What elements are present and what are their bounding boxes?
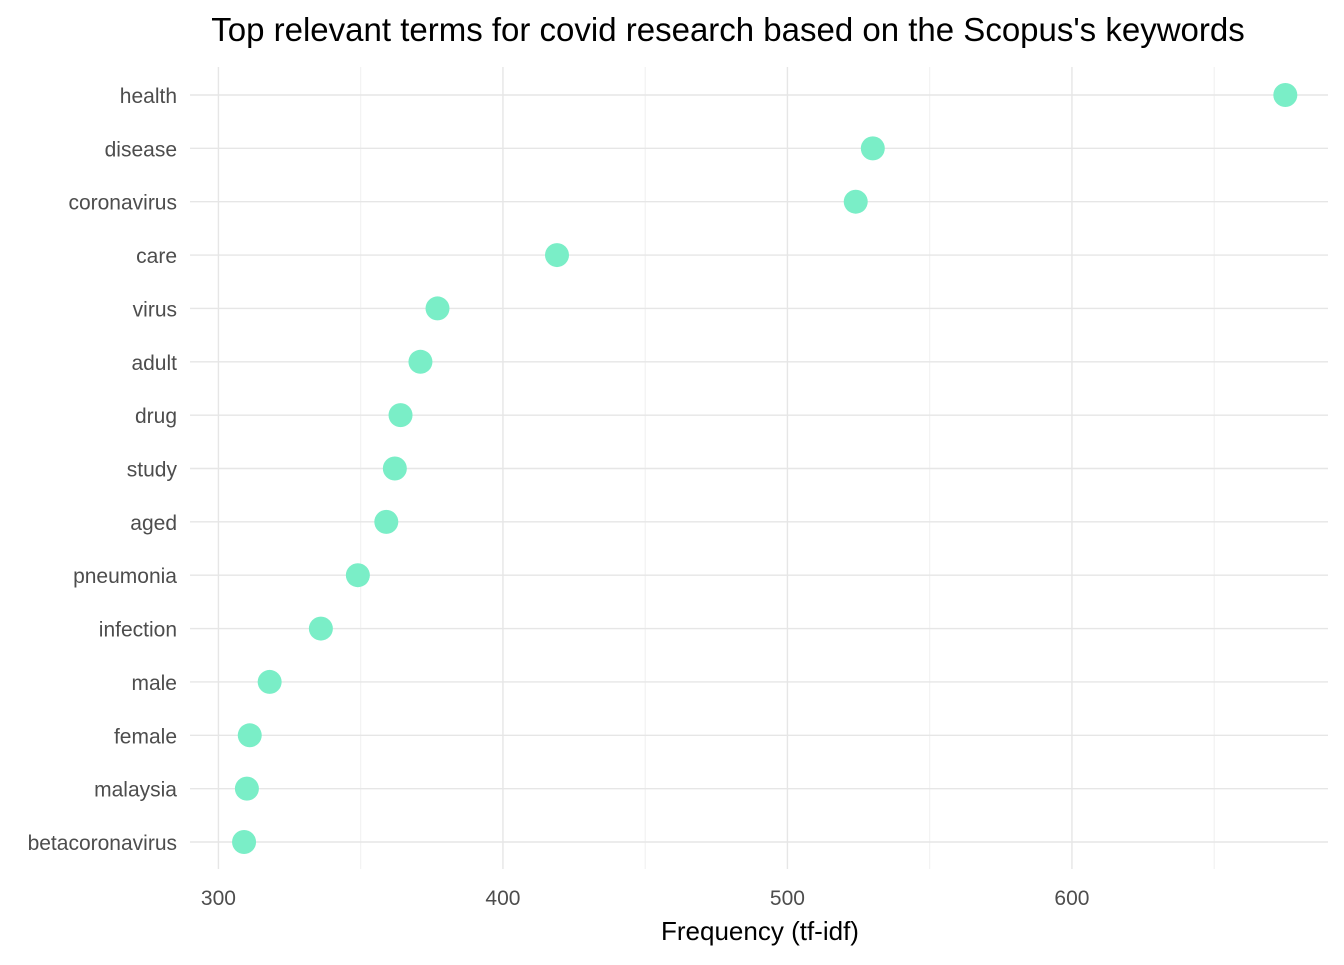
y-tick-label: betacoronavirus xyxy=(28,832,177,855)
y-tick-label: male xyxy=(131,672,177,695)
y-tick-label: coronavirus xyxy=(68,192,177,215)
y-tick-label: adult xyxy=(131,352,177,375)
data-point xyxy=(1273,83,1298,107)
chart-title: Top relevant terms for covid research ba… xyxy=(211,11,1244,48)
data-point xyxy=(308,616,333,641)
y-tick-label: care xyxy=(136,245,177,268)
gridlines xyxy=(190,67,1328,869)
x-axis-title: Frequency (tf-idf) xyxy=(661,916,859,946)
y-tick-label: health xyxy=(120,85,177,108)
y-tick-label: drug xyxy=(135,405,177,428)
y-tick-label: virus xyxy=(133,298,177,321)
data-point xyxy=(232,830,257,854)
data-point xyxy=(545,243,570,268)
y-tick-label: infection xyxy=(99,619,177,642)
x-axis-tick-labels: 300 400 500 600 xyxy=(201,887,1090,910)
data-points xyxy=(232,83,1298,854)
y-tick-label: female xyxy=(114,725,177,748)
y-tick-label: aged xyxy=(130,512,177,535)
x-tick-label: 600 xyxy=(1054,887,1089,910)
data-point xyxy=(860,136,885,161)
data-point xyxy=(408,349,433,374)
data-point xyxy=(425,296,450,321)
y-axis-tick-labels: health disease coronavirus care virus adult dr… xyxy=(28,85,178,855)
x-tick-label: 400 xyxy=(485,887,520,910)
y-tick-label: disease xyxy=(105,138,177,161)
data-point xyxy=(374,509,399,534)
data-point xyxy=(234,776,259,801)
data-point xyxy=(843,189,868,214)
y-tick-label: pneumonia xyxy=(73,565,177,588)
x-tick-label: 500 xyxy=(770,887,805,910)
data-point xyxy=(388,403,413,428)
data-point xyxy=(257,669,282,694)
y-tick-label: study xyxy=(127,459,178,482)
data-point xyxy=(382,456,407,481)
data-point xyxy=(345,563,370,588)
y-tick-label: malaysia xyxy=(94,779,177,802)
x-tick-label: 300 xyxy=(201,887,236,910)
data-point xyxy=(237,723,262,748)
